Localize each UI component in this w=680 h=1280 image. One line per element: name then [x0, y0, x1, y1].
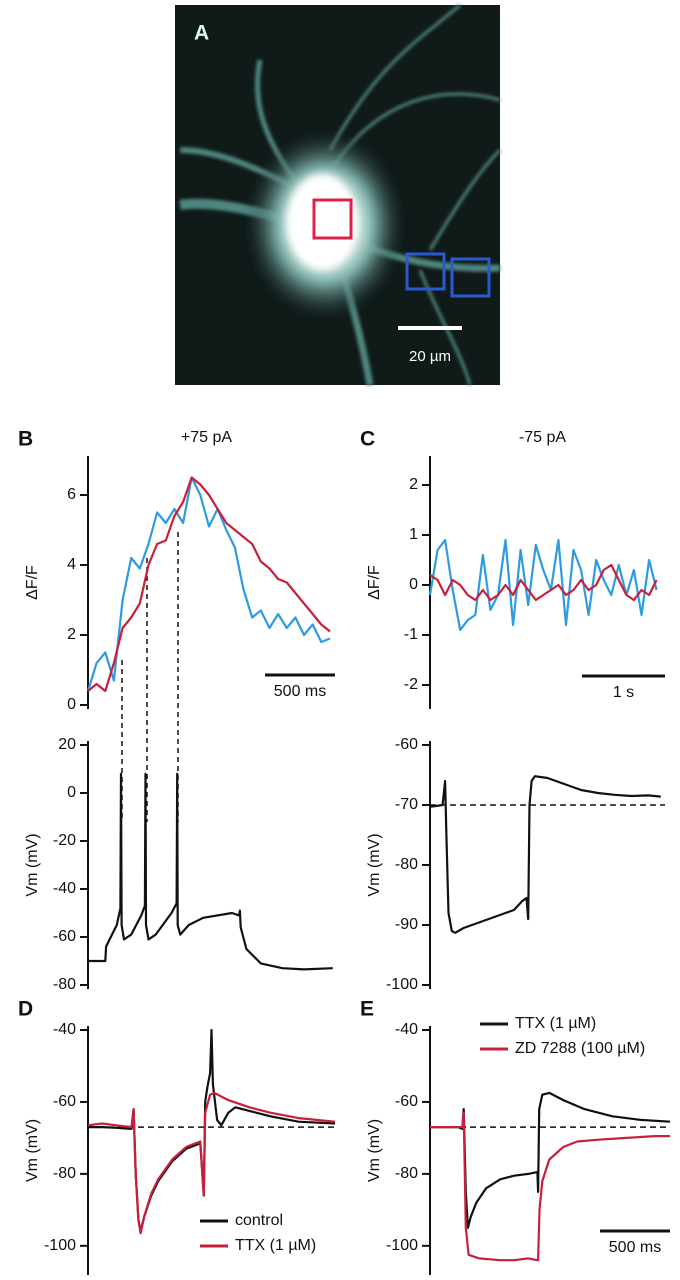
y-axis-label: ΔF/F — [366, 565, 383, 600]
panel-label: C — [360, 428, 375, 451]
y-axis-label: Vm (mV) — [24, 833, 41, 896]
y-tick-label: -70 — [395, 796, 418, 813]
y-tick-label: 1 — [409, 526, 418, 543]
y-tick-label: -90 — [395, 916, 418, 933]
trace — [87, 1091, 336, 1235]
trace — [430, 1111, 670, 1262]
y-tick-label: -1 — [404, 626, 418, 643]
trace — [87, 476, 331, 693]
micrograph: 20 µm A — [175, 3, 502, 386]
y-tick-label: 0 — [67, 784, 76, 801]
trace — [88, 1028, 336, 1233]
y-tick-label: -100 — [44, 1237, 76, 1254]
trace — [86, 476, 331, 692]
y-tick-label: -40 — [53, 880, 76, 897]
panel-title: +75 pA — [181, 429, 232, 446]
y-tick-label: 2 — [409, 476, 418, 493]
y-tick-label: -60 — [53, 1093, 76, 1110]
y-tick-label: -20 — [53, 832, 76, 849]
y-tick-label: -100 — [386, 1237, 418, 1254]
y-tick-label: -100 — [386, 976, 418, 993]
y-tick-label: -60 — [395, 1093, 418, 1110]
spike-connectors — [121, 532, 179, 822]
y-axis-label: Vm (mV) — [24, 1119, 41, 1182]
trace — [429, 563, 658, 602]
y-tick-label: 0 — [67, 696, 76, 713]
legend-label: ZD 7288 (100 µM) — [515, 1040, 645, 1057]
y-axis-label: Vm (mV) — [366, 833, 383, 896]
y-tick-label: 6 — [67, 486, 76, 503]
panel-label: D — [18, 998, 33, 1021]
scale-bar-label: 500 ms — [609, 1239, 661, 1256]
legend-label: control — [235, 1212, 283, 1229]
panel-label: E — [360, 998, 374, 1021]
trace — [429, 775, 661, 934]
y-tick-label: 2 — [67, 626, 76, 643]
y-tick-label: -40 — [395, 1021, 418, 1038]
y-tick-label: -80 — [53, 1165, 76, 1182]
y-tick-label: 20 — [58, 736, 76, 753]
y-tick-label: -80 — [53, 976, 76, 993]
y-tick-label: -40 — [53, 1021, 76, 1038]
panel-label: B — [18, 428, 33, 451]
trace — [428, 538, 658, 632]
y-axis-label: Vm (mV) — [366, 1119, 383, 1182]
y-tick-label: -60 — [53, 928, 76, 945]
y-axis-label: ΔF/F — [24, 565, 41, 600]
y-tick-label: -60 — [395, 736, 418, 753]
scale-bar-label: 20 µm — [409, 348, 451, 365]
legend-label: TTX (1 µM) — [235, 1237, 316, 1254]
y-tick-label: -2 — [404, 676, 418, 693]
y-tick-label: -80 — [395, 1165, 418, 1182]
scale-bar-label: 1 s — [613, 684, 634, 701]
panel-title: -75 pA — [519, 429, 566, 446]
trace — [88, 772, 333, 971]
y-tick-label: 4 — [67, 556, 76, 573]
panel-label: A — [194, 22, 209, 45]
legend-label: TTX (1 µM) — [515, 1015, 596, 1032]
y-tick-label: 0 — [409, 576, 418, 593]
y-tick-label: -80 — [395, 856, 418, 873]
scale-bar-label: 500 ms — [274, 683, 326, 700]
